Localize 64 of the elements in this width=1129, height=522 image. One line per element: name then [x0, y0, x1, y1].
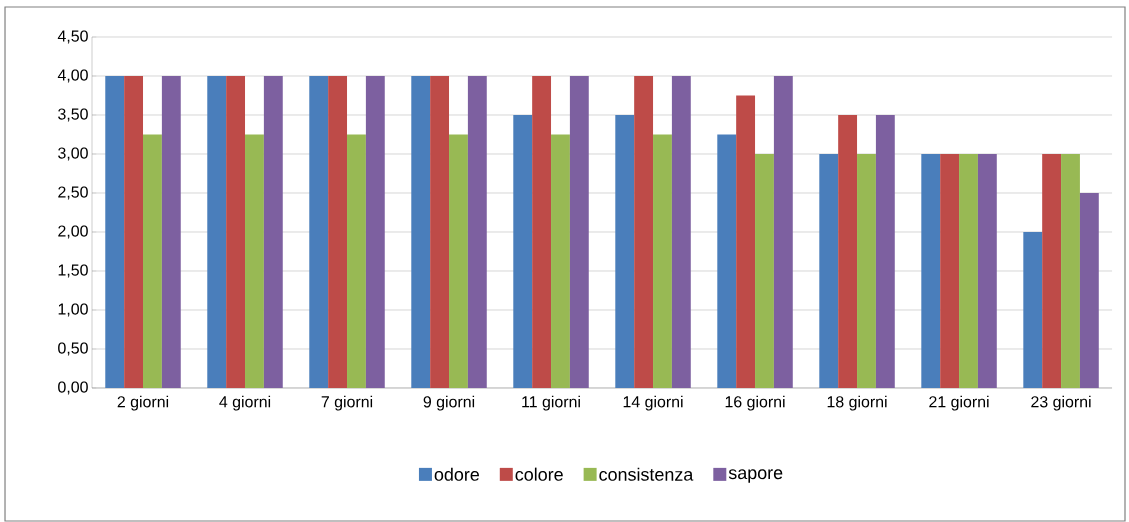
- bar: [207, 75, 227, 388]
- bar: [857, 153, 876, 388]
- legend-label: colore: [515, 467, 563, 481]
- y-tick-label: 3,50: [58, 108, 88, 122]
- bar: [263, 75, 283, 388]
- y-tick-label: 2,50: [58, 186, 88, 200]
- x-tick-label: 16 giorni: [725, 395, 785, 411]
- bar: [124, 75, 144, 388]
- bar: [838, 114, 858, 388]
- x-tick-label: 7 giorni: [321, 395, 373, 411]
- legend-label: consistenza: [599, 467, 694, 481]
- bar: [347, 134, 366, 388]
- bar: [105, 75, 125, 388]
- x-tick-label: 2 giorni: [117, 395, 169, 411]
- bar: [532, 75, 552, 388]
- legend-label: sapore: [728, 469, 783, 483]
- y-tick-label: 0,50: [58, 342, 88, 356]
- bar: [1079, 192, 1099, 388]
- y-tick-label: 0,00: [58, 381, 88, 395]
- bar: [671, 75, 691, 388]
- bar: [615, 114, 635, 388]
- y-tick-label: 4,50: [57, 30, 88, 44]
- x-tick-label: 11 giorni: [522, 395, 580, 411]
- bar: [245, 134, 264, 388]
- y-tick-label: 4,00: [57, 69, 88, 83]
- bar: [328, 75, 348, 388]
- bar: [467, 75, 487, 388]
- bar: [717, 134, 737, 388]
- y-tick-label: 3,00: [58, 147, 88, 161]
- bar: [921, 153, 941, 388]
- y-tick-label: 1,50: [58, 264, 88, 278]
- bar: [773, 75, 793, 388]
- x-tick-label: 18 giorni: [827, 395, 887, 411]
- bar: [1042, 153, 1062, 388]
- bar: [513, 114, 533, 388]
- x-tick-label: 4 giorni: [219, 395, 271, 411]
- bar: [653, 134, 672, 388]
- bar: [819, 153, 839, 388]
- x-tick-label: 14 giorni: [623, 395, 683, 411]
- bar: [736, 95, 756, 388]
- bar: [940, 153, 960, 388]
- bar: [365, 75, 385, 388]
- bar: [977, 153, 997, 388]
- bar: [755, 153, 774, 388]
- bar: [309, 75, 329, 388]
- bar: [551, 134, 570, 388]
- bar: [959, 153, 978, 388]
- legend-label: odore: [434, 467, 479, 481]
- bar: [1023, 231, 1043, 388]
- x-tick-label: 23 giorni: [1031, 395, 1091, 411]
- bar: [634, 75, 654, 388]
- bar: [569, 75, 589, 388]
- bar: [161, 75, 181, 388]
- x-tick-label: 9 giorni: [423, 395, 475, 411]
- bar: [430, 75, 450, 388]
- y-tick-label: 1,00: [58, 303, 88, 317]
- x-tick-label: 21 giorni: [929, 395, 989, 411]
- bar: [875, 114, 895, 388]
- bar: [411, 75, 431, 388]
- bar: [449, 134, 468, 388]
- bar: [1061, 153, 1080, 388]
- bar: [143, 134, 162, 388]
- y-tick-label: 2,00: [58, 225, 88, 239]
- bar: [226, 75, 246, 388]
